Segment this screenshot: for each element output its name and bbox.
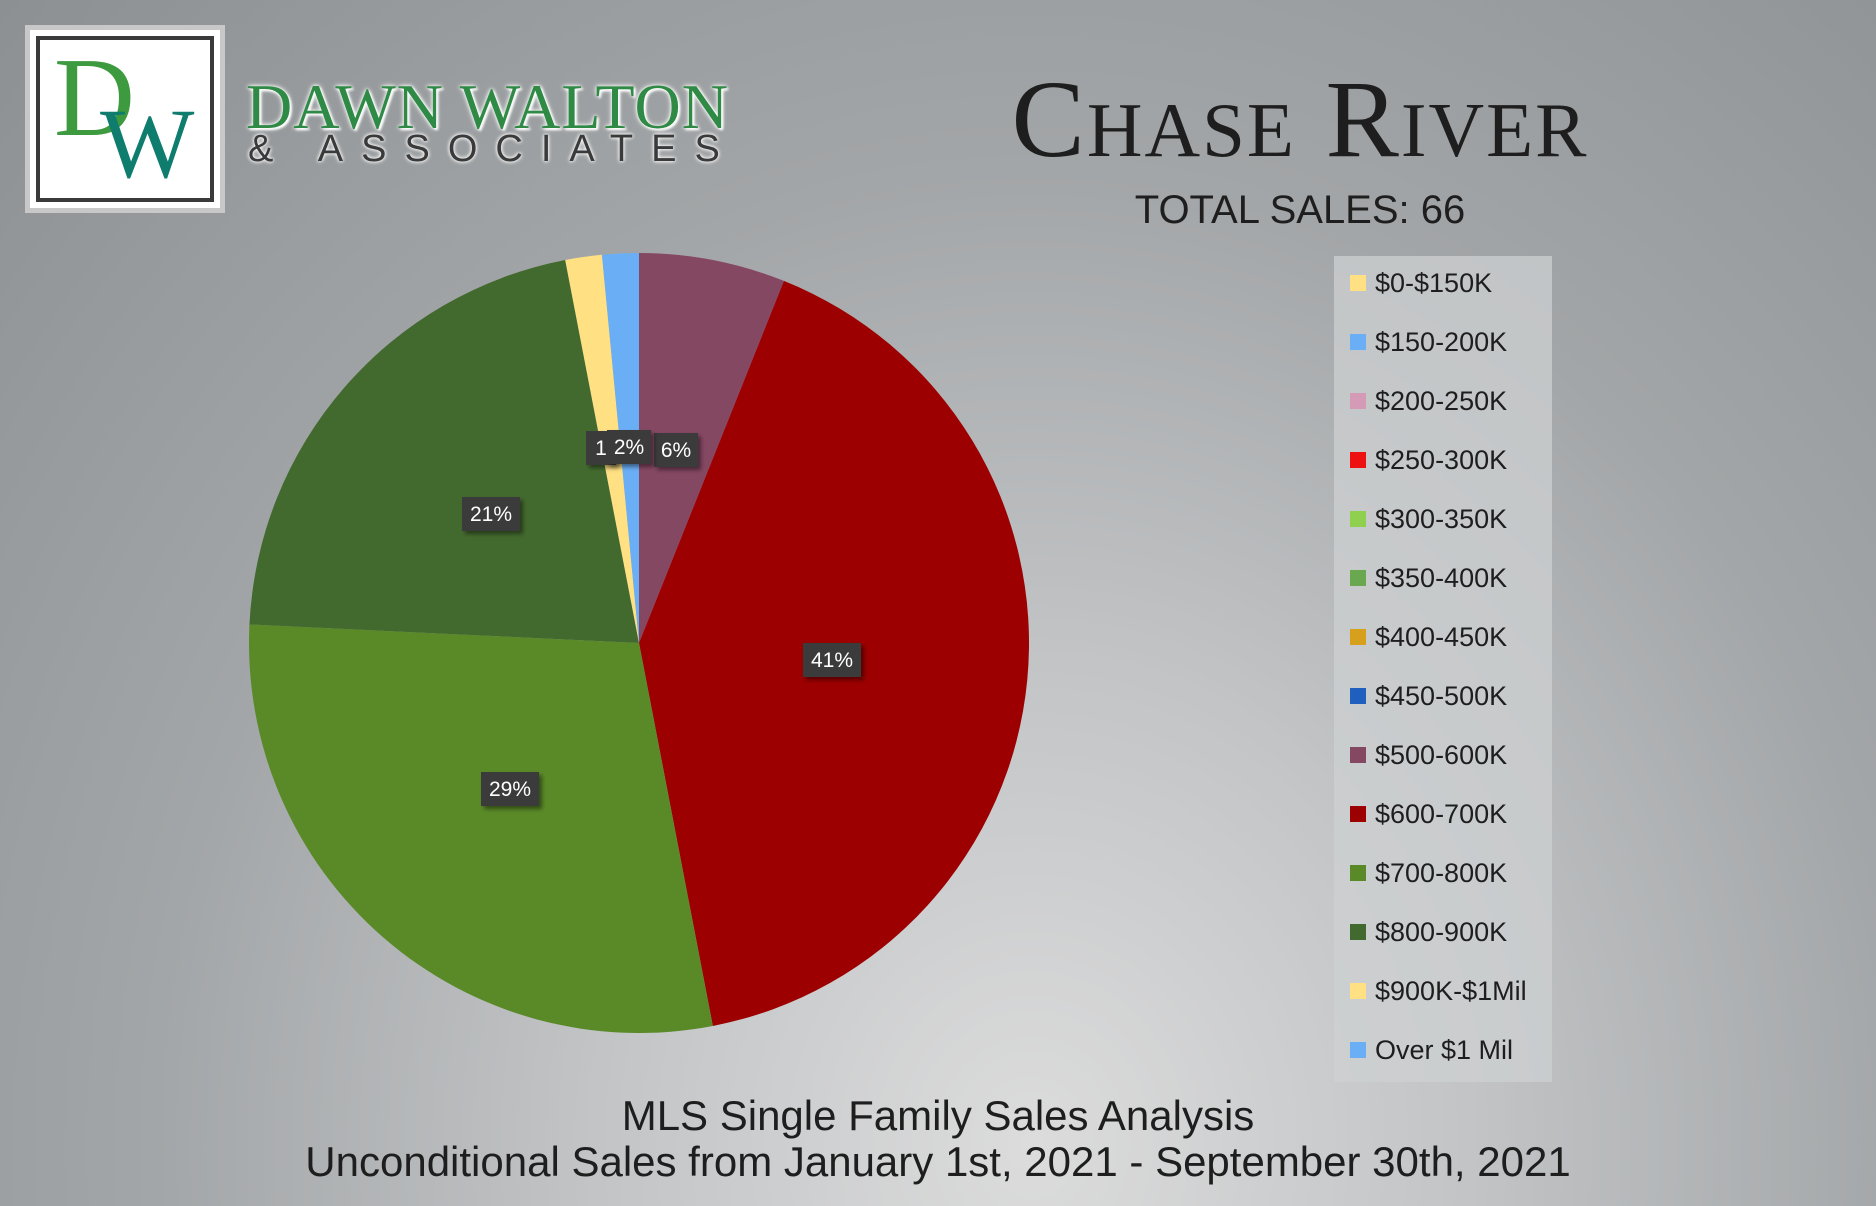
legend-item: $150-200K xyxy=(1350,325,1507,359)
legend-swatch xyxy=(1350,275,1366,291)
legend-label: $0-$150K xyxy=(1375,267,1493,298)
legend-label: $600-700K xyxy=(1375,798,1508,829)
pie-slice--700-800k xyxy=(249,624,713,1033)
chart-footer-subtitle: Unconditional Sales from January 1st, 20… xyxy=(305,1138,1571,1185)
legend-item: $800-900K xyxy=(1350,915,1507,949)
legend-item: $200-250K xyxy=(1350,384,1507,418)
legend-item: $600-700K xyxy=(1350,797,1507,831)
data-label: 2% xyxy=(607,430,651,464)
logo-letter-d: D xyxy=(54,36,135,160)
legend-swatch xyxy=(1350,688,1366,704)
legend-item: $450-500K xyxy=(1350,679,1507,713)
legend-label: $900K-$1Mil xyxy=(1375,975,1527,1006)
brand-subtitle: & ASSOCIATES xyxy=(248,128,738,170)
legend-item: $0-$150K xyxy=(1350,266,1492,300)
legend-label: $400-450K xyxy=(1375,621,1508,652)
svg-text:21%: 21% xyxy=(470,503,512,526)
svg-text:6%: 6% xyxy=(661,439,691,462)
legend-label: $700-800K xyxy=(1375,857,1508,888)
legend-label: $350-400K xyxy=(1375,562,1508,593)
legend-swatch xyxy=(1350,452,1366,468)
legend-item: $900K-$1Mil xyxy=(1350,974,1527,1008)
pie-slice--500-600k xyxy=(639,253,784,643)
legend-item: $250-300K xyxy=(1350,443,1507,477)
svg-text:29%: 29% xyxy=(489,778,531,801)
legend-label: $250-300K xyxy=(1375,444,1508,475)
legend-swatch xyxy=(1350,570,1366,586)
svg-text:2%: 2% xyxy=(614,436,644,459)
data-label: 6% xyxy=(654,433,698,467)
legend-item: $350-400K xyxy=(1350,561,1507,595)
logo-frame: D W xyxy=(36,36,214,202)
legend-item: $500-600K xyxy=(1350,738,1507,772)
logo: D W xyxy=(30,30,220,208)
legend-label: $500-600K xyxy=(1375,739,1508,770)
legend-swatch xyxy=(1350,806,1366,822)
data-label: 29% xyxy=(481,772,539,806)
chart-footer-title: MLS Single Family Sales Analysis xyxy=(621,1092,1255,1139)
legend-label: $800-900K xyxy=(1375,916,1508,947)
legend-item: $400-450K xyxy=(1350,620,1507,654)
svg-text:41%: 41% xyxy=(811,649,853,672)
logo-letter-w: W xyxy=(100,88,195,199)
legend-swatch xyxy=(1350,924,1366,940)
data-label: 41% xyxy=(803,643,861,677)
legend-swatch xyxy=(1350,511,1366,527)
brand-name: DAWN WALTON xyxy=(246,71,729,142)
legend-swatch xyxy=(1350,983,1366,999)
legend-swatch xyxy=(1350,865,1366,881)
legend-label: $150-200K xyxy=(1375,326,1508,357)
legend-item: Over $1 Mil xyxy=(1350,1033,1513,1067)
total-sales: TOTAL SALES: 66 xyxy=(1134,188,1466,232)
legend-label: $450-500K xyxy=(1375,680,1508,711)
legend-item: $700-800K xyxy=(1350,856,1507,890)
legend-item: $300-350K xyxy=(1350,502,1507,536)
page-title: Chase River xyxy=(1011,58,1589,180)
pie-slice--800-900k xyxy=(249,260,639,643)
legend-label: Over $1 Mil xyxy=(1375,1034,1514,1065)
legend-label: $200-250K xyxy=(1375,385,1508,416)
legend-swatch xyxy=(1350,747,1366,763)
legend-label: $300-350K xyxy=(1375,503,1508,534)
legend-swatch xyxy=(1350,629,1366,645)
chart-legend: $0-$150K $150-200K $200-250K $250-300K $300-… xyxy=(1334,256,1552,1082)
legend-swatch xyxy=(1350,334,1366,350)
legend-swatch xyxy=(1350,1042,1366,1058)
svg-text:1: 1 xyxy=(595,437,607,460)
data-label: 21% xyxy=(462,497,520,531)
legend-swatch xyxy=(1350,393,1366,409)
